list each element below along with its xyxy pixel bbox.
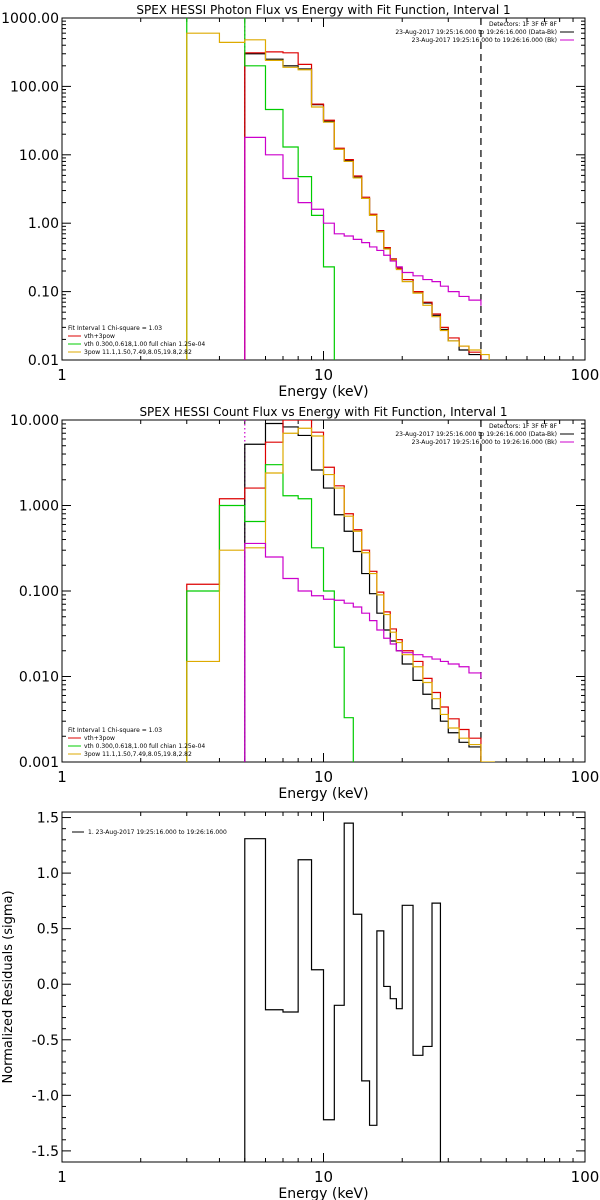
x-tick-label: 100 — [571, 768, 600, 786]
header-line: 23-Aug-2017 19:25:16.000 to 19:26:16.000… — [412, 439, 557, 446]
fit-line: vth+3pow — [84, 735, 115, 742]
series-residuals — [244, 822, 442, 1162]
header-line: 23-Aug-2017 19:25:16.000 to 19:26:16.000… — [395, 29, 557, 36]
x-tick-label: 100 — [571, 366, 600, 384]
y-tick-label: 0.001 — [19, 755, 59, 771]
x-axis-label: Energy (keV) — [278, 786, 368, 802]
series-vth — [186, 464, 354, 762]
y-tick-label: 10.00 — [19, 148, 59, 164]
chart-title: SPEX HESSI Photon Flux vs Energy with Fi… — [136, 3, 510, 17]
chart-panel-3: 1 10 100 -1.5 -1.0 -0.5 0.0 0.5 1.0 1.5 Energy (ke… — [1, 811, 599, 1200]
x-tick-label: 10 — [314, 768, 333, 786]
fit-line: Fit Interval 1 Chi-square = 1.03 — [68, 727, 162, 734]
y-tick-label: 0.5 — [37, 922, 59, 938]
y-tick-label: -1.5 — [32, 1144, 59, 1160]
series-data — [244, 422, 482, 762]
header-line: 23-Aug-2017 19:25:16.000 to 19:26:16.000… — [395, 431, 557, 438]
y-axis-label: Normalized Residuals (sigma) — [1, 890, 16, 1083]
x-tick-label: 1 — [57, 366, 67, 384]
header-line: 23-Aug-2017 19:25:16.000 to 19:26:16.000… — [412, 37, 557, 44]
series-3pow — [186, 32, 490, 360]
y-tick-label: 1.000 — [19, 499, 59, 515]
plot-area — [186, 420, 495, 762]
fit-line: Fit Interval 1 Chi-square = 1.03 — [68, 325, 162, 332]
x-axis-label: Energy (keV) — [278, 1186, 368, 1200]
series-model — [244, 51, 482, 360]
y-tick-label: -1.0 — [32, 1088, 59, 1104]
x-tick-label: 100 — [571, 1168, 600, 1186]
series-bk — [244, 136, 482, 360]
plot-area — [186, 18, 490, 360]
plot-area — [244, 822, 442, 1162]
legend-label: 1. 23-Aug-2017 19:25:16.000 to 19:26:16.… — [88, 829, 227, 836]
y-tick-label: 1.5 — [37, 811, 59, 827]
x-tick-label: 10 — [314, 366, 333, 384]
header-line: Detectors: 1F 3F 6F 8F — [489, 423, 558, 430]
y-tick-label: 0.0 — [37, 977, 59, 993]
y-tick-label: 1.00 — [28, 216, 59, 232]
fit-line: vth 0.300,0.618,1.00 full chian 1.25e-04 — [84, 743, 205, 750]
series-3pow — [186, 427, 495, 762]
y-tick-label: 0.100 — [19, 584, 59, 600]
series-data — [244, 53, 482, 360]
y-tick-label: 0.010 — [19, 670, 59, 686]
header-line: Detectors: 1F 3F 6F 8F — [489, 21, 558, 28]
x-tick-label: 10 — [314, 1168, 333, 1186]
y-tick-label: 0.01 — [28, 353, 59, 369]
y-tick-label: 100.00 — [10, 79, 59, 95]
series-vth — [186, 18, 335, 360]
y-tick-label: 10.000 — [10, 413, 59, 429]
y-tick-label: -0.5 — [32, 1033, 59, 1049]
fit-line: vth+3pow — [84, 333, 115, 340]
y-tick-label: 0.10 — [28, 285, 59, 301]
chart-panel-2: 1 10 100 0.001 0.010 0.100 1.000 10.000 SPEX HES… — [10, 405, 599, 802]
chart-panel-1: 1 10 100 0.01 0.10 1.00 10.00 100.00 1000.00 SPEX… — [1, 3, 599, 400]
y-tick-label: 1000.00 — [1, 11, 59, 27]
fit-line: 3pow 11.1,1.50,7.49,8.05,19.8,2.82 — [84, 751, 192, 758]
fit-line: vth 0.300,0.618,1.00 full chian 1.25e-04 — [84, 341, 205, 348]
fit-line: 3pow 11.1,1.50,7.49,8.05,19.8,2.82 — [84, 349, 192, 356]
series-bk — [244, 542, 482, 762]
x-tick-label: 1 — [57, 1168, 67, 1186]
chart-title: SPEX HESSI Count Flux vs Energy with Fit… — [139, 405, 507, 419]
x-tick-label: 1 — [57, 768, 67, 786]
x-axis-label: Energy (keV) — [278, 384, 368, 400]
y-tick-label: 1.0 — [37, 866, 59, 882]
plot-frame — [61, 17, 586, 361]
